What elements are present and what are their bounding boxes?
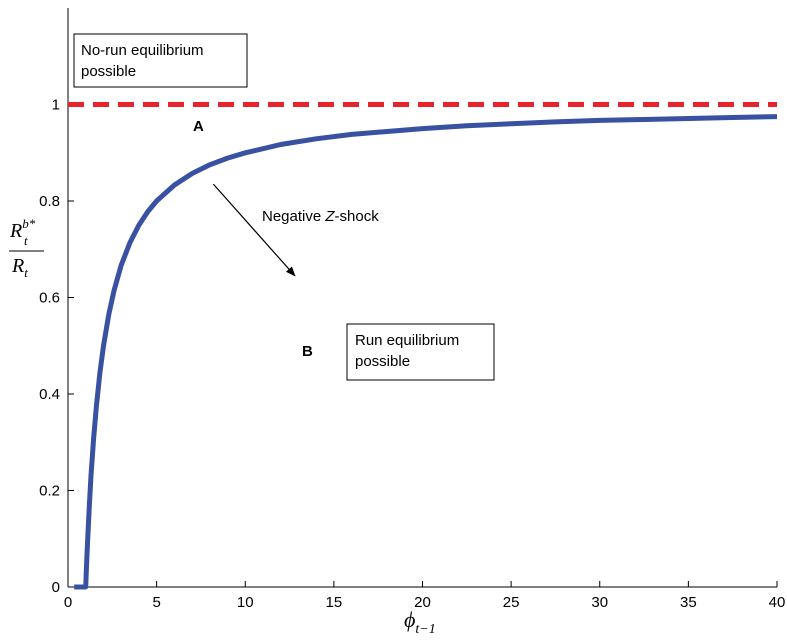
- no-run-line2: possible: [81, 63, 136, 80]
- y-tick-label-3: 0.6: [39, 290, 60, 307]
- y-den-base: R: [11, 255, 24, 277]
- x-axis-label: ϕt−1: [404, 607, 436, 637]
- x-ticks: 0 5 10 15 20 25 30 35 40: [64, 581, 786, 611]
- x-tick-label-3: 15: [326, 594, 343, 611]
- run-line1: Run equilibrium: [355, 332, 459, 349]
- shock-prefix: Negative: [262, 208, 325, 225]
- point-b-label: B: [302, 343, 313, 360]
- x-tick-label-0: 0: [64, 594, 72, 611]
- no-run-line1: No-run equilibrium: [81, 42, 204, 59]
- x-tick-label-4: 20: [414, 594, 431, 611]
- negative-z-shock-label: Negative Z-shock: [262, 208, 379, 225]
- x-tick-label-5: 25: [503, 594, 520, 611]
- x-tick-label-6: 30: [591, 594, 608, 611]
- shock-z: Z: [324, 208, 335, 225]
- x-label-sub: t−1: [415, 622, 435, 637]
- y-num-sup: b*: [22, 216, 36, 231]
- y-tick-label-4: 0.8: [39, 193, 60, 210]
- no-run-box: [73, 33, 248, 88]
- y-tick-label-2: 0.4: [39, 386, 60, 403]
- y-den-sub: t: [24, 265, 28, 280]
- y-label-numerator: Rb*: [9, 216, 36, 242]
- ratio-curve: [74, 114, 778, 590]
- y-ticks: 0 0.2 0.4 0.6 0.8 1: [39, 97, 74, 596]
- x-tick-label-7: 35: [680, 594, 697, 611]
- x-tick-label-8: 40: [769, 594, 786, 611]
- y-label-denominator: Rt: [11, 255, 28, 280]
- x-tick-label-2: 10: [237, 594, 254, 611]
- shock-arrow: [212, 183, 296, 277]
- y-num-base: R: [9, 220, 22, 242]
- y-tick-label-0: 0: [52, 579, 60, 596]
- point-a-label: A: [193, 118, 204, 135]
- run-box: [346, 323, 495, 381]
- series-layer: [68, 102, 778, 590]
- run-line2: possible: [355, 353, 410, 370]
- y-label-num-sub: t: [24, 233, 28, 248]
- y-tick-label-5: 1: [52, 97, 60, 114]
- y-axis-label: Rb* t Rt: [9, 216, 44, 280]
- y-tick-label-1: 0.2: [39, 483, 60, 500]
- x-label-base: ϕ: [404, 607, 415, 632]
- shock-suffix: -shock: [335, 208, 380, 225]
- x-tick-label-1: 5: [152, 594, 160, 611]
